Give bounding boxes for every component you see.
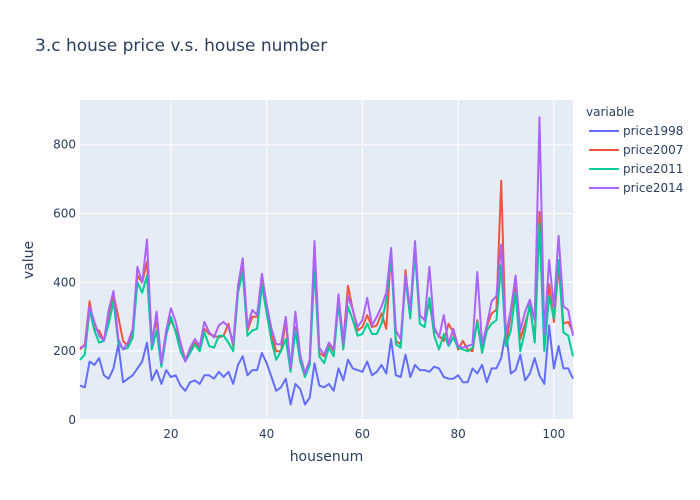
legend[interactable]: variable price1998 price2007 price2011 pric… bbox=[586, 105, 683, 195]
y-tick-label: 600 bbox=[53, 207, 76, 221]
x-tick-label: 100 bbox=[542, 427, 565, 441]
y-tick-label: 0 bbox=[68, 413, 76, 427]
y-tick-label: 200 bbox=[53, 344, 76, 358]
x-tick-label: 80 bbox=[450, 427, 465, 441]
y-tick-label: 400 bbox=[53, 275, 76, 289]
x-tick-label: 60 bbox=[355, 427, 370, 441]
legend-label: price1998 bbox=[623, 124, 683, 138]
x-axis-title: housenum bbox=[290, 449, 364, 465]
chart-title: 3.c house price v.s. house number bbox=[35, 36, 327, 56]
x-tick-label: 40 bbox=[259, 427, 274, 441]
y-tick-label: 800 bbox=[53, 138, 76, 152]
series-lines bbox=[79, 116, 574, 406]
legend-item-price1998[interactable]: price1998 bbox=[589, 124, 683, 138]
x-tick-label: 20 bbox=[163, 427, 178, 441]
y-gridlines bbox=[80, 144, 573, 421]
legend-label: price2014 bbox=[623, 181, 683, 195]
legend-label: price2007 bbox=[623, 143, 683, 157]
series-line-price2014 bbox=[79, 116, 574, 375]
y-axis-ticks: 0 200 400 600 800 bbox=[53, 138, 76, 427]
legend-label: price2011 bbox=[623, 162, 683, 176]
legend-item-price2014[interactable]: price2014 bbox=[589, 181, 683, 195]
x-axis-ticks: 20 40 60 80 100 bbox=[163, 427, 565, 441]
x-gridlines bbox=[170, 100, 555, 420]
y-axis-title: value bbox=[21, 241, 37, 279]
series-line-price1998 bbox=[79, 324, 574, 406]
legend-item-price2011[interactable]: price2011 bbox=[589, 162, 683, 176]
legend-item-price2007[interactable]: price2007 bbox=[589, 143, 683, 157]
legend-title: variable bbox=[586, 105, 634, 119]
